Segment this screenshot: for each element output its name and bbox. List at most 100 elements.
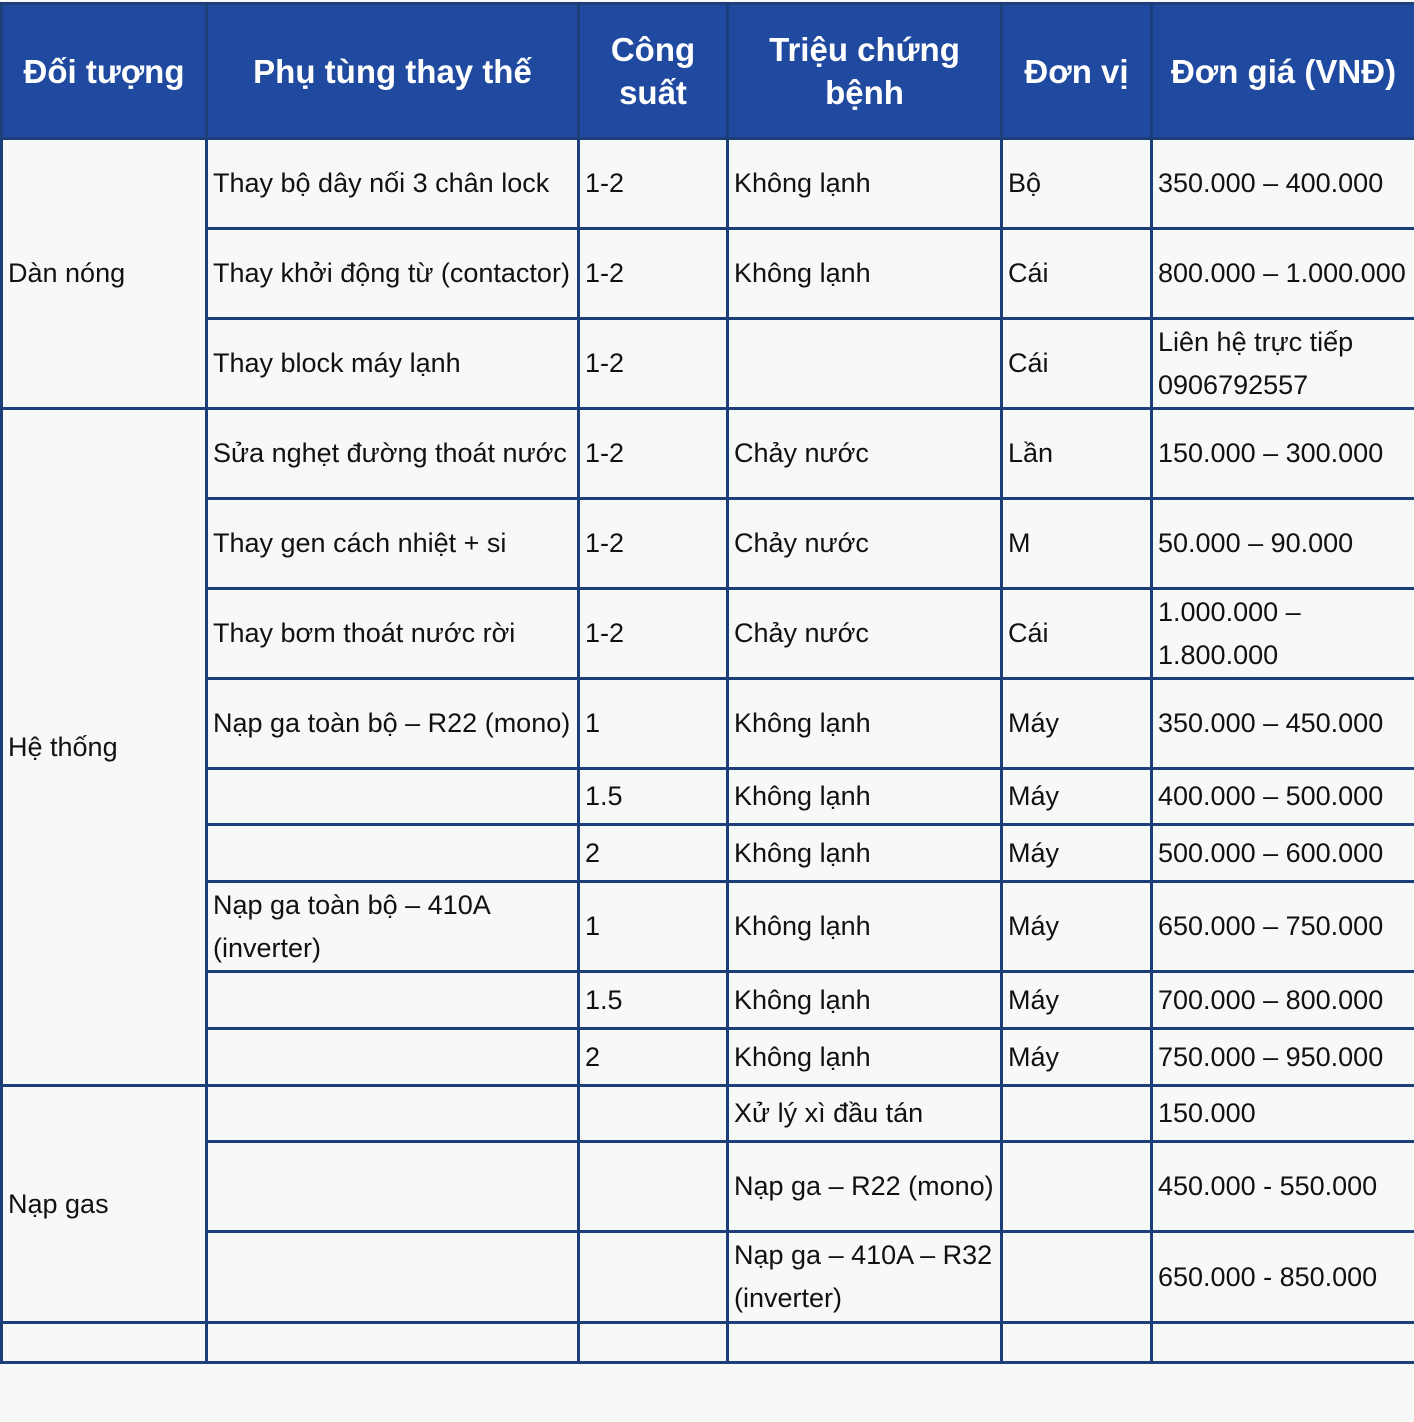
cell-unit: Máy [1002, 679, 1152, 769]
cell-price: 1.000.000 – 1.800.000 [1152, 589, 1414, 679]
cell-capacity: 1.5 [579, 972, 728, 1029]
cell-symptom: Không lạnh [728, 769, 1002, 825]
cell-part [207, 972, 579, 1029]
cell-part: Thay block máy lạnh [207, 319, 579, 409]
cell-part: Nạp ga toàn bộ – R22 (mono) [207, 679, 579, 769]
cell-group: Hệ thống [2, 409, 207, 1086]
cell-group: Dàn nóng [2, 139, 207, 409]
cell-price: 350.000 – 450.000 [1152, 679, 1414, 769]
cell-unit: Máy [1002, 1029, 1152, 1086]
cell-capacity: 1-2 [579, 229, 728, 319]
cell-price: 400.000 – 500.000 [1152, 769, 1414, 825]
cell-symptom: Chảy nước [728, 589, 1002, 679]
cell-unit: Bộ [1002, 139, 1152, 229]
cell-symptom: Không lạnh [728, 972, 1002, 1029]
cell-symptom: Không lạnh [728, 679, 1002, 769]
cell-symptom: Xử lý xì đầu tán [728, 1086, 1002, 1142]
cell-price: Liên hệ trực tiếp 0906792557 [1152, 319, 1414, 409]
cell-unit: Máy [1002, 882, 1152, 972]
cell-part [207, 1086, 579, 1142]
cell-unit: Cái [1002, 319, 1152, 409]
cell-part: Thay bộ dây nối 3 chân lock [207, 139, 579, 229]
cell-capacity: 1-2 [579, 589, 728, 679]
table-row: Nạp ga – R22 (mono)450.000 - 550.000 [2, 1142, 1414, 1232]
cell-part: Sửa nghẹt đường thoát nước [207, 409, 579, 499]
price-table: Đối tượng Phụ tùng thay thế Công suất Tr… [0, 2, 1414, 1364]
cell-price: 150.000 – 300.000 [1152, 409, 1414, 499]
cell-part: Thay bơm thoát nước rời [207, 589, 579, 679]
cell-unit: Máy [1002, 825, 1152, 882]
cell-symptom: Không lạnh [728, 139, 1002, 229]
header-trieu-chung: Triệu chứng bệnh [728, 4, 1002, 139]
cell-symptom: Nạp ga – R22 (mono) [728, 1142, 1002, 1232]
cell-capacity: 1-2 [579, 409, 728, 499]
header-cong-suat: Công suất [579, 4, 728, 139]
cell-symptom: Chảy nước [728, 499, 1002, 589]
cell-symptom: Không lạnh [728, 882, 1002, 972]
cell-capacity: 1.5 [579, 769, 728, 825]
cell-price: 350.000 – 400.000 [1152, 139, 1414, 229]
cell-price: 650.000 – 750.000 [1152, 882, 1414, 972]
header-don-gia: Đơn giá (VNĐ) [1152, 4, 1414, 139]
cell-unit: M [1002, 499, 1152, 589]
cell-price: 700.000 – 800.000 [1152, 972, 1414, 1029]
cell-part [207, 1232, 579, 1323]
cell-capacity: 1-2 [579, 139, 728, 229]
table-row [2, 1323, 1414, 1363]
cell-group: Nạp gas [2, 1086, 207, 1323]
header-don-vi: Đơn vị [1002, 4, 1152, 139]
header-row: Đối tượng Phụ tùng thay thế Công suất Tr… [2, 4, 1414, 139]
cell-part [207, 1142, 579, 1232]
cell-unit: Máy [1002, 769, 1152, 825]
cell-unit: Cái [1002, 229, 1152, 319]
table-row: Nạp ga – 410A – R32 (inverter)650.000 - … [2, 1232, 1414, 1323]
cell-symptom [728, 319, 1002, 409]
cell-price: 500.000 – 600.000 [1152, 825, 1414, 882]
cell-symptom: Không lạnh [728, 1029, 1002, 1086]
header-doi-tuong: Đối tượng [2, 4, 207, 139]
cell-price: 150.000 [1152, 1086, 1414, 1142]
cell-capacity: 1 [579, 882, 728, 972]
cell-symptom: Không lạnh [728, 825, 1002, 882]
cell-capacity: 1-2 [579, 499, 728, 589]
cell-unit [1002, 1142, 1152, 1232]
cell-capacity: 1-2 [579, 319, 728, 409]
cell-empty [2, 1323, 207, 1363]
cell-symptom: Không lạnh [728, 229, 1002, 319]
cell-price: 800.000 – 1.000.000 [1152, 229, 1414, 319]
cell-capacity [579, 1142, 728, 1232]
cell-part [207, 1029, 579, 1086]
cell-symptom: Chảy nước [728, 409, 1002, 499]
cell-price: 750.000 – 950.000 [1152, 1029, 1414, 1086]
header-phu-tung: Phụ tùng thay thế [207, 4, 579, 139]
cell-part: Thay gen cách nhiệt + si [207, 499, 579, 589]
cell-capacity: 2 [579, 825, 728, 882]
cell-unit: Cái [1002, 589, 1152, 679]
cell-empty [1152, 1323, 1414, 1363]
cell-empty [728, 1323, 1002, 1363]
cell-price: 50.000 – 90.000 [1152, 499, 1414, 589]
cell-part [207, 825, 579, 882]
cell-part: Thay khởi động từ (contactor) [207, 229, 579, 319]
cell-empty [579, 1323, 728, 1363]
cell-part [207, 769, 579, 825]
cell-capacity: 2 [579, 1029, 728, 1086]
cell-capacity [579, 1086, 728, 1142]
cell-part: Nạp ga toàn bộ – 410A (inverter) [207, 882, 579, 972]
cell-unit [1002, 1232, 1152, 1323]
cell-capacity [579, 1232, 728, 1323]
cell-unit: Máy [1002, 972, 1152, 1029]
